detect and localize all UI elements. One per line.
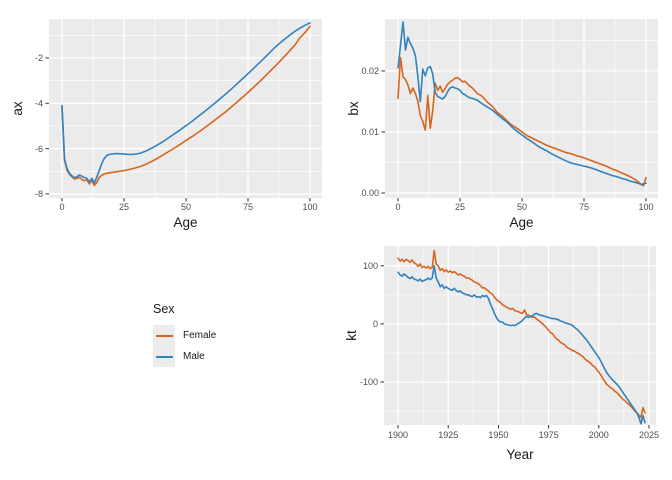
kt-tick-marks [380,265,650,429]
plot-kt: 1900 1925 1950 1975 2000 2025 -100 0 100 Year kt [344,246,659,462]
bx-ylabel: bx [346,101,361,116]
female-line-swatch [155,334,173,337]
legend-item-female: Female [153,325,216,346]
svg-text:1950: 1950 [488,430,508,440]
kt-series-male-line [397,264,646,425]
legend-key-male [153,346,175,367]
svg-text:1900: 1900 [388,430,408,440]
svg-text:0: 0 [60,202,65,212]
svg-text:0: 0 [373,319,378,329]
legend-label-male: Male [183,351,205,362]
bx-minor-gridlines [385,19,658,198]
kt-panel [384,246,656,425]
ax-series-male-line [61,22,311,184]
svg-text:0.00: 0.00 [361,188,379,198]
legend: Sex Female Male [153,302,216,367]
bx-tick-marks [381,70,647,202]
svg-text:100: 100 [638,202,653,212]
svg-text:0.02: 0.02 [361,66,379,76]
plot-bx: 0 25 50 75 100 0.00 0.01 0.02 Age bx [346,19,658,230]
svg-text:25: 25 [455,202,465,212]
ax-tick-labels: 0 25 50 75 100 -8 -6 -4 -2 [35,53,318,212]
svg-text:-100: -100 [360,377,378,387]
svg-text:-4: -4 [35,98,43,108]
svg-text:50: 50 [517,202,527,212]
svg-text:-2: -2 [35,53,43,63]
svg-text:-6: -6 [35,144,43,154]
svg-text:50: 50 [181,202,191,212]
svg-text:25: 25 [119,202,129,212]
svg-text:1975: 1975 [539,430,559,440]
legend-title: Sex [153,302,175,316]
svg-text:0: 0 [396,202,401,212]
kt-xlabel: Year [506,447,534,462]
svg-text:1925: 1925 [438,430,458,440]
legend-key-female [153,325,175,346]
ax-major-gridlines [49,19,322,198]
svg-text:0.01: 0.01 [361,127,379,137]
svg-text:100: 100 [302,202,317,212]
kt-ylabel: kt [344,330,359,341]
svg-text:75: 75 [243,202,253,212]
kt-minor-gridlines [384,246,656,425]
male-line-swatch [155,355,173,358]
bx-xlabel: Age [509,215,533,230]
legend-label-female: Female [183,330,217,341]
ax-tick-marks [45,57,311,202]
ax-ylabel: ax [10,101,25,116]
kt-major-gridlines [384,246,656,425]
bx-tick-labels: 0 25 50 75 100 0.00 0.01 0.02 [361,66,653,212]
bx-series-male-line [397,21,647,186]
ax-xlabel: Age [173,215,197,230]
svg-text:2025: 2025 [639,430,659,440]
bx-series-female-line [397,56,647,187]
legend-item-male: Male [153,346,216,367]
plot-ax: 0 25 50 75 100 -8 -6 -4 -2 Age ax [10,19,322,230]
legend-items: Female Male [153,325,216,367]
kt-tick-labels: 1900 1925 1950 1975 2000 2025 -100 0 100 [360,261,659,440]
svg-text:2000: 2000 [589,430,609,440]
kt-series-female-line [397,249,646,419]
svg-text:100: 100 [363,261,378,271]
svg-text:-8: -8 [35,189,43,199]
svg-text:75: 75 [579,202,589,212]
